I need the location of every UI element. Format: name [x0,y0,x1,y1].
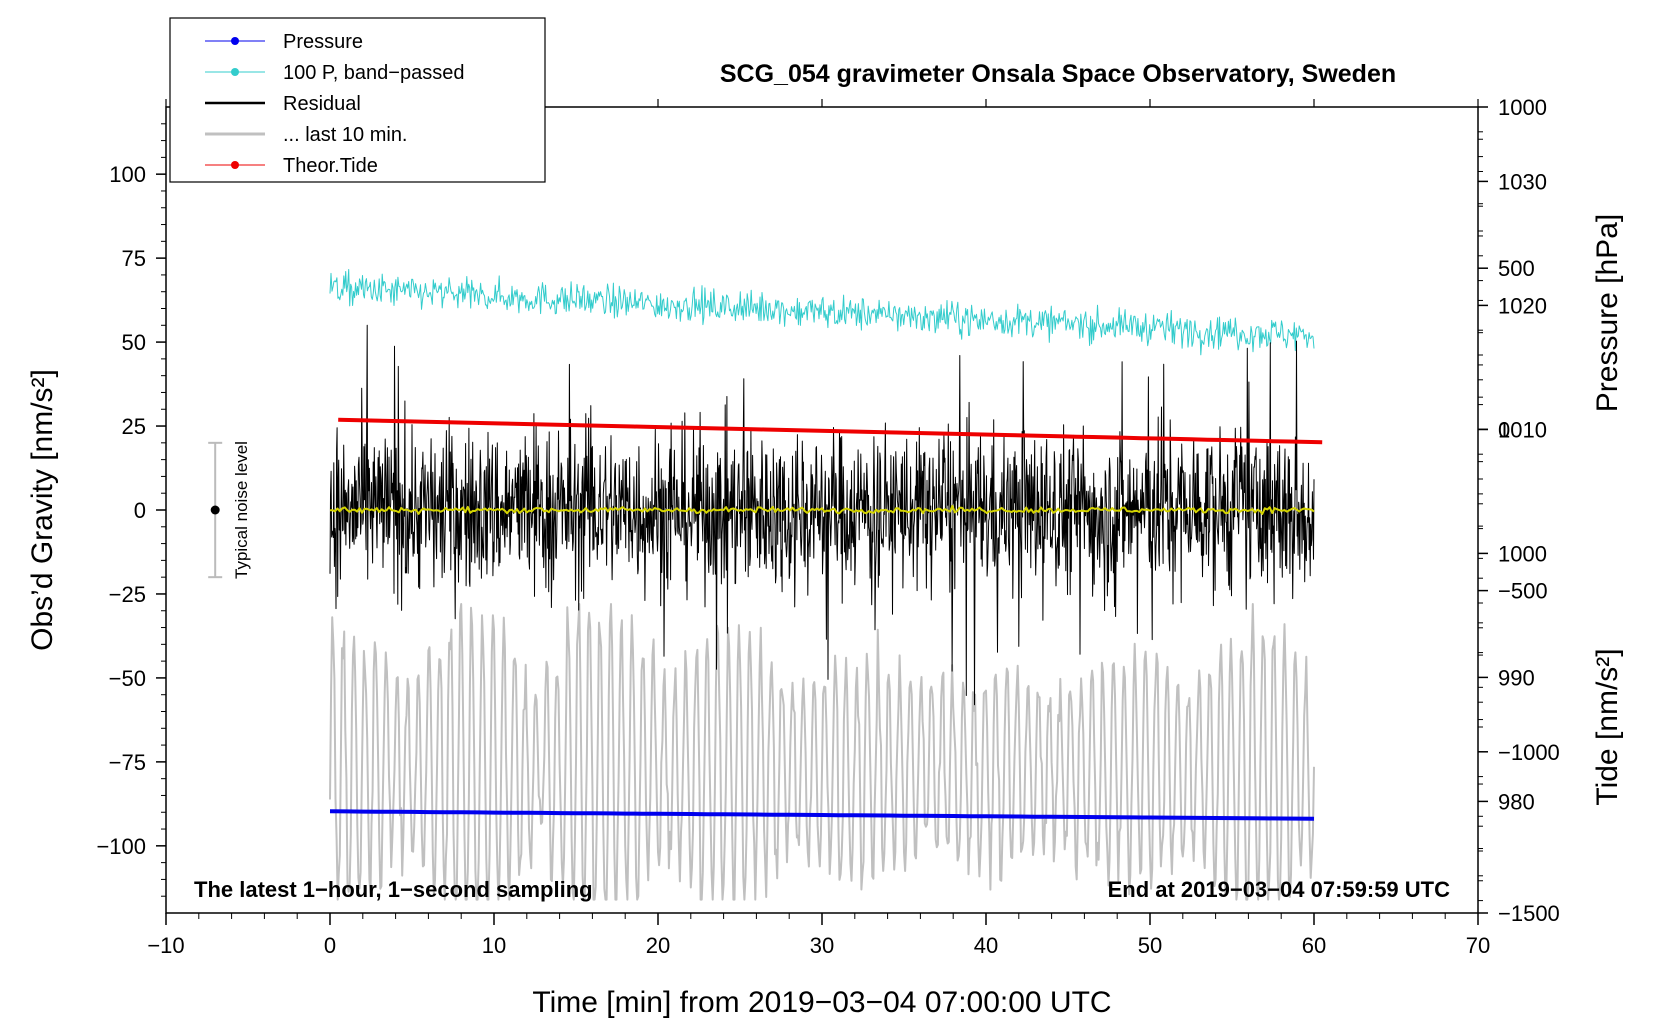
legend-label: Residual [283,93,361,115]
x-tick-label: 0 [324,933,336,958]
y-tick-label: −25 [109,582,146,607]
y-tick-label: 75 [122,246,146,271]
annotation-left: The latest 1−hour, 1−second sampling [194,877,593,902]
x-tick-label: 70 [1466,933,1490,958]
tide-tick-label: −500 [1498,579,1548,604]
noise-label: Typical noise level [232,441,251,579]
y-tick-label: 100 [109,162,146,187]
series-pressure [329,809,1315,821]
tide-tick-label: 0 [1498,417,1510,442]
legend-label: Pressure [283,31,363,53]
legend-label: 100 P, band−passed [283,62,464,84]
x-tick-label: 30 [810,933,834,958]
x-tick-label: −10 [147,933,184,958]
legend-marker [231,68,239,76]
x-tick-label: 20 [646,933,670,958]
x-tick-label: 40 [974,933,998,958]
y-axis-label-pressure: Pressure [hPa] [1591,214,1624,412]
series-band-passed-pressure [329,269,1315,356]
series-residual [329,324,1315,706]
x-tick-label: 60 [1302,933,1326,958]
legend-label: ... last 10 min. [283,124,408,146]
legend: Pressure 100 P, band−passed Residual ... la… [169,17,546,183]
pressure-tick-label: 1020 [1498,293,1547,318]
tide-tick-label: −1000 [1498,740,1560,765]
series-last-10-min [329,603,1315,901]
pressure-tick-label: 1000 [1498,541,1547,566]
legend-box [169,17,546,183]
y-axis-label-left: Obs’d Gravity [nm/s²] [26,369,59,651]
legend-marker [231,37,239,45]
series-smoothed-residual [329,504,1315,515]
x-tick-label: 50 [1138,933,1162,958]
legend-marker [231,161,239,169]
y-tick-label: −50 [109,666,146,691]
tide-tick-label: 1000 [1498,95,1547,120]
y-tick-label: 0 [134,498,146,523]
pressure-tick-label: 1030 [1498,169,1547,194]
legend-label: Theor.Tide [283,155,378,177]
noise-indicator: Typical noise level [208,441,251,579]
tide-tick-label: −1500 [1498,901,1560,926]
series-layer [329,269,1323,901]
pressure-tick-label: 1010 [1498,417,1547,442]
pressure-tick-label: 980 [1498,789,1535,814]
axes-layer: −10 0 10 20 30 40 50 60 701007550250−25−50−75−10… [96,95,1559,958]
y-tick-label: 50 [122,330,146,355]
series-theor-tide [338,417,1323,445]
x-tick-label: 10 [482,933,506,958]
pressure-tick-label: 990 [1498,665,1535,690]
y-tick-label: 25 [122,414,146,439]
annotation-right: End at 2019−03−04 07:59:59 UTC [1108,877,1451,902]
chart-title: SCG_054 gravimeter Onsala Space Observat… [720,60,1396,88]
y-tick-label: −100 [96,834,146,859]
tide-tick-label: 500 [1498,256,1535,281]
y-axis-label-tide: Tide [nm/s²] [1591,648,1624,805]
noise-center-dot [210,505,220,515]
y-tick-label: −75 [109,750,146,775]
x-axis-label: Time [min] from 2019−03−04 07:00:00 UTC [532,986,1111,1019]
